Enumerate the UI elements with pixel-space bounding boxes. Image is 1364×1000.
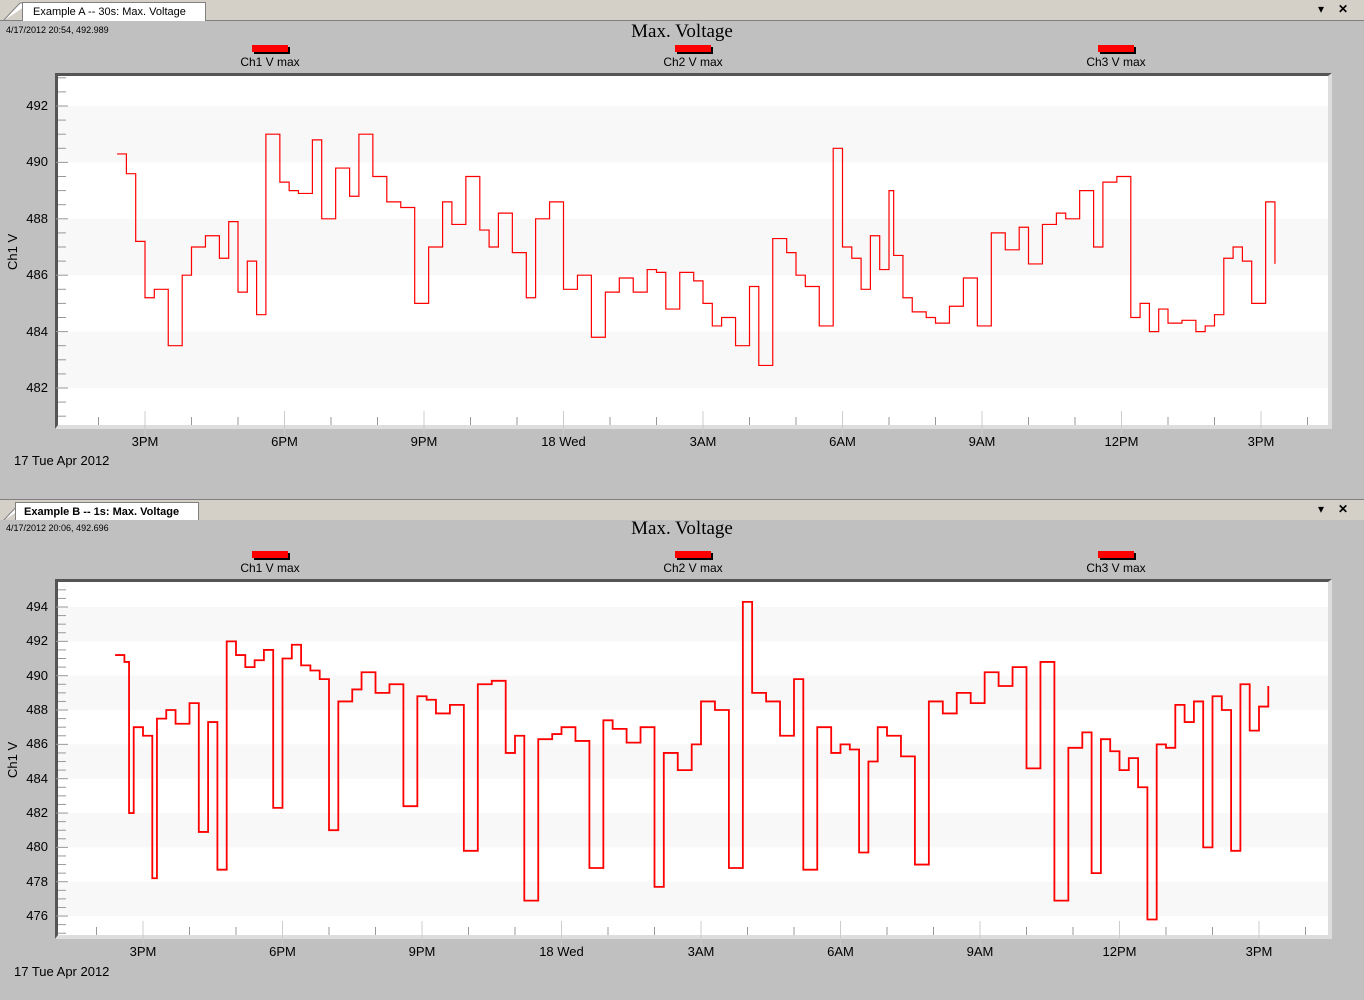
x-tick-label: 3PM [131, 434, 159, 449]
y-tick-label: 490 [26, 154, 48, 170]
legend-swatch-icon [1098, 551, 1134, 558]
x-tick-label: 12PM [1104, 434, 1139, 449]
x-tick-label: 6PM [269, 944, 296, 959]
tab-example-b[interactable]: Example B -- 1s: Max. Voltage [15, 502, 199, 521]
x-tick-label: 3AM [687, 944, 715, 959]
tab-example-a[interactable]: Example A -- 30s: Max. Voltage [22, 2, 206, 21]
y-tick-label: 480 [26, 839, 48, 855]
y-tick-label: 488 [26, 702, 48, 718]
y-tick-label: 484 [26, 770, 48, 786]
y-tick-label: 486 [26, 267, 48, 283]
y-tick-label: 482 [26, 380, 48, 395]
series-ch1-v-max [117, 133, 1276, 367]
close-icon[interactable]: ✕ [1338, 502, 1349, 516]
cursor-readout: 4/17/2012 20:06, 492.696 [6, 523, 109, 533]
x-tick-label: 6AM [827, 944, 854, 959]
close-icon[interactable]: ✕ [1338, 2, 1349, 16]
legend-swatch-icon [1098, 45, 1134, 52]
legend-label: Ch2 V max [663, 55, 723, 69]
y-tick-label: 490 [26, 667, 48, 683]
y-tick-label: 494 [26, 599, 48, 614]
date-label: 17 Tue Apr 2012 [14, 964, 110, 979]
legend-ch1[interactable]: Ch1 V max [220, 551, 320, 575]
x-tick-label: 9AM [966, 944, 994, 959]
dropdown-arrow-icon[interactable]: ▾ [1318, 502, 1325, 516]
legend-ch2[interactable]: Ch2 V max [643, 45, 743, 69]
series-ch1-v-max [115, 600, 1270, 921]
legend-label: Ch3 V max [1086, 55, 1146, 69]
tab-label: Example B -- 1s: Max. Voltage [24, 506, 180, 518]
y-tick-label: 486 [26, 736, 48, 752]
chart-svg-a [56, 77, 1308, 437]
chart-title: Max. Voltage [631, 518, 733, 539]
y-tick-label: 492 [26, 633, 48, 649]
x-tick-label: 3AM [689, 434, 717, 449]
x-tick-label: 3PM [129, 944, 157, 959]
dropdown-arrow-icon[interactable]: ▾ [1318, 2, 1325, 16]
legend-label: Ch2 V max [663, 561, 723, 575]
legend-swatch-icon [252, 45, 288, 52]
x-tick-label: 18 Wed [539, 944, 584, 959]
legend-ch3[interactable]: Ch3 V max [1066, 45, 1166, 69]
y-tick-label: 478 [26, 873, 48, 889]
chart-title: Max. Voltage [631, 21, 733, 42]
y-tick-label: 482 [26, 805, 48, 821]
y-tick-label: 484 [26, 323, 48, 339]
legend-label: Ch1 V max [240, 55, 300, 69]
legend-swatch-icon [252, 551, 288, 558]
x-tick-label: 9PM [408, 944, 436, 959]
x-tick-label: 18 Wed [541, 434, 586, 449]
legend-ch3[interactable]: Ch3 V max [1066, 551, 1166, 575]
cursor-readout: 4/17/2012 20:54, 492.989 [6, 25, 109, 35]
x-tick-label: 9AM [968, 434, 996, 449]
legend-label: Ch3 V max [1086, 561, 1146, 575]
tab-label: Example A -- 30s: Max. Voltage [33, 6, 186, 18]
legend-ch2[interactable]: Ch2 V max [643, 551, 743, 575]
y-tick-label: 476 [26, 908, 48, 924]
legend-swatch-icon [675, 551, 711, 558]
legend-ch1[interactable]: Ch1 V max [220, 45, 320, 69]
x-tick-label: 3PM [1247, 434, 1275, 449]
tab-bar-a: Example A -- 30s: Max. Voltage ▾ ✕ [0, 0, 1364, 21]
x-tick-label: 3PM [1245, 944, 1273, 959]
y-tick-label: 492 [26, 98, 48, 113]
x-tick-label: 12PM [1102, 944, 1137, 959]
x-tick-label: 6AM [829, 434, 856, 449]
y-tick-label: 488 [26, 210, 48, 226]
x-tick-label: 9PM [410, 434, 438, 449]
x-tick-label: 6PM [271, 434, 298, 449]
date-label: 17 Tue Apr 2012 [14, 453, 110, 468]
legend-swatch-icon [675, 45, 711, 52]
legend-label: Ch1 V max [240, 561, 300, 575]
